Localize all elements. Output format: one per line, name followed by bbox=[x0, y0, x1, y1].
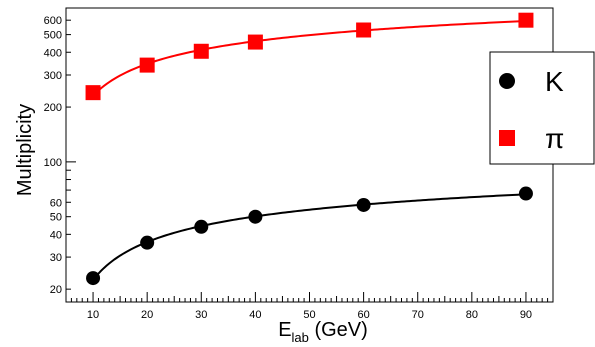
y-axis: 20 30 40 50 60 100 200 300 400 500 600 bbox=[44, 7, 76, 296]
y-tick-label: 40 bbox=[50, 229, 62, 241]
x-tick-label: 90 bbox=[520, 309, 532, 321]
legend-label-kaon: K bbox=[545, 66, 564, 97]
legend-box bbox=[489, 51, 595, 165]
x-axis-title: Elab (GeV) bbox=[278, 319, 368, 345]
y-tick-label: 100 bbox=[44, 157, 62, 169]
data-markers bbox=[85, 12, 534, 286]
x-tick-label: 10 bbox=[87, 309, 99, 321]
data-point-kaon bbox=[86, 271, 101, 286]
plot-area-border bbox=[65, 7, 554, 303]
fit-curve-pion bbox=[92, 20, 526, 97]
x-tick-label: 20 bbox=[141, 309, 153, 321]
fit-curve-kaon bbox=[92, 193, 526, 281]
plot-frame bbox=[65, 7, 554, 303]
data-point-pion bbox=[193, 43, 209, 59]
data-point-kaon bbox=[248, 209, 263, 224]
y-tick-label: 60 bbox=[50, 197, 62, 209]
y-tick-label: 400 bbox=[44, 47, 62, 59]
data-point-kaon bbox=[356, 197, 371, 212]
y-tick-label: 500 bbox=[44, 30, 62, 42]
data-point-pion bbox=[139, 57, 155, 73]
data-point-pion bbox=[518, 12, 534, 28]
data-point-pion bbox=[247, 34, 263, 50]
y-axis-title: Multiplicity bbox=[14, 104, 36, 196]
x-tick-label: 80 bbox=[466, 309, 478, 321]
x-tick-label: 70 bbox=[412, 309, 424, 321]
y-tick-label: 300 bbox=[44, 70, 62, 82]
legend-marker-kaon bbox=[499, 73, 515, 89]
legend-marker-pion bbox=[499, 130, 515, 146]
x-tick-label: 50 bbox=[303, 309, 315, 321]
y-tick-label: 600 bbox=[44, 15, 62, 27]
data-point-kaon bbox=[194, 219, 209, 234]
legend-label-pion: π bbox=[545, 123, 564, 154]
data-point-kaon bbox=[518, 186, 533, 201]
x-tick-label: 60 bbox=[357, 309, 369, 321]
y-tick-label: 50 bbox=[50, 212, 62, 224]
y-tick-label: 30 bbox=[50, 252, 62, 264]
fit-curves bbox=[92, 20, 526, 281]
y-tick-label: 20 bbox=[50, 284, 62, 296]
x-axis: 10 20 30 40 50 60 70 80 90 bbox=[65, 292, 554, 321]
data-point-pion bbox=[356, 22, 372, 38]
legend: Kπ bbox=[489, 51, 595, 165]
x-tick-label: 40 bbox=[249, 309, 261, 321]
y-tick-label: 200 bbox=[44, 102, 62, 114]
data-point-pion bbox=[85, 85, 101, 101]
data-point-kaon bbox=[140, 235, 155, 250]
x-tick-label: 30 bbox=[195, 309, 207, 321]
